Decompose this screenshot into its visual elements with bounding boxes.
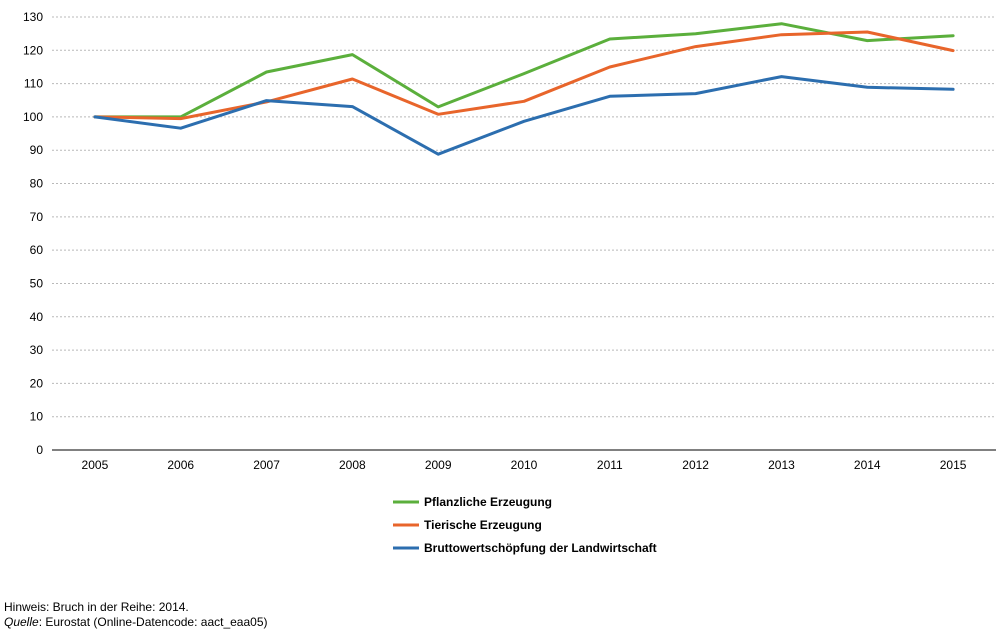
- y-tick-label: 40: [30, 310, 44, 324]
- y-axis-ticks: 0 10 20 30 40 50 60 70 80 90 100 110 120 130: [23, 10, 43, 457]
- x-tick-label: 2012: [682, 458, 709, 472]
- legend-label: Bruttowertschöpfung der Landwirtschaft: [424, 541, 657, 555]
- legend: Pflanzliche Erzeugung Tierische Erzeugung…: [393, 495, 657, 555]
- y-tick-label: 60: [30, 243, 44, 257]
- y-tick-label: 0: [36, 443, 43, 457]
- y-tick-label: 70: [30, 210, 44, 224]
- y-tick-label: 90: [30, 143, 44, 157]
- legend-label: Pflanzliche Erzeugung: [424, 495, 552, 509]
- y-tick-label: 120: [23, 43, 43, 57]
- chart-notes: Hinweis: Bruch in der Reihe: 2014. Quell…: [4, 600, 268, 630]
- y-tick-label: 80: [30, 177, 44, 191]
- x-tick-label: 2005: [82, 458, 109, 472]
- x-tick-label: 2015: [940, 458, 967, 472]
- x-axis-ticks: 2005 2006 2007 2008 2009 2010 2011 2012 2013 2014…: [82, 458, 967, 472]
- x-tick-label: 2007: [253, 458, 280, 472]
- series-line-2: [93, 30, 955, 121]
- series-line-3: [93, 75, 955, 156]
- x-tick-label: 2010: [511, 458, 538, 472]
- hint-note: Hinweis: Bruch in der Reihe: 2014.: [4, 600, 189, 614]
- x-tick-label: 2013: [768, 458, 795, 472]
- source-text: : Eurostat (Online-Datencode: aact_eaa05…: [38, 615, 268, 629]
- y-tick-label: 50: [30, 276, 44, 290]
- x-tick-label: 2011: [597, 458, 623, 472]
- y-tick-label: 30: [30, 343, 44, 357]
- source-label: Quelle: [4, 615, 39, 629]
- y-tick-label: 10: [30, 410, 44, 424]
- source-note: Quelle: Eurostat (Online-Datencode: aact…: [4, 615, 268, 630]
- series-line-1: [93, 22, 955, 119]
- series-lines: [93, 22, 955, 156]
- legend-label: Tierische Erzeugung: [424, 518, 542, 532]
- y-tick-label: 100: [23, 110, 43, 124]
- gridlines: [52, 16, 996, 451]
- y-tick-label: 130: [23, 10, 43, 24]
- x-tick-label: 2009: [425, 458, 452, 472]
- line-chart: 0 10 20 30 40 50 60 70 80 90 100 110 120 130 2005 2006…: [23, 10, 996, 555]
- x-tick-label: 2008: [339, 458, 366, 472]
- y-tick-label: 110: [24, 77, 43, 91]
- x-tick-label: 2006: [167, 458, 194, 472]
- x-tick-label: 2014: [854, 458, 881, 472]
- y-tick-label: 20: [30, 376, 44, 390]
